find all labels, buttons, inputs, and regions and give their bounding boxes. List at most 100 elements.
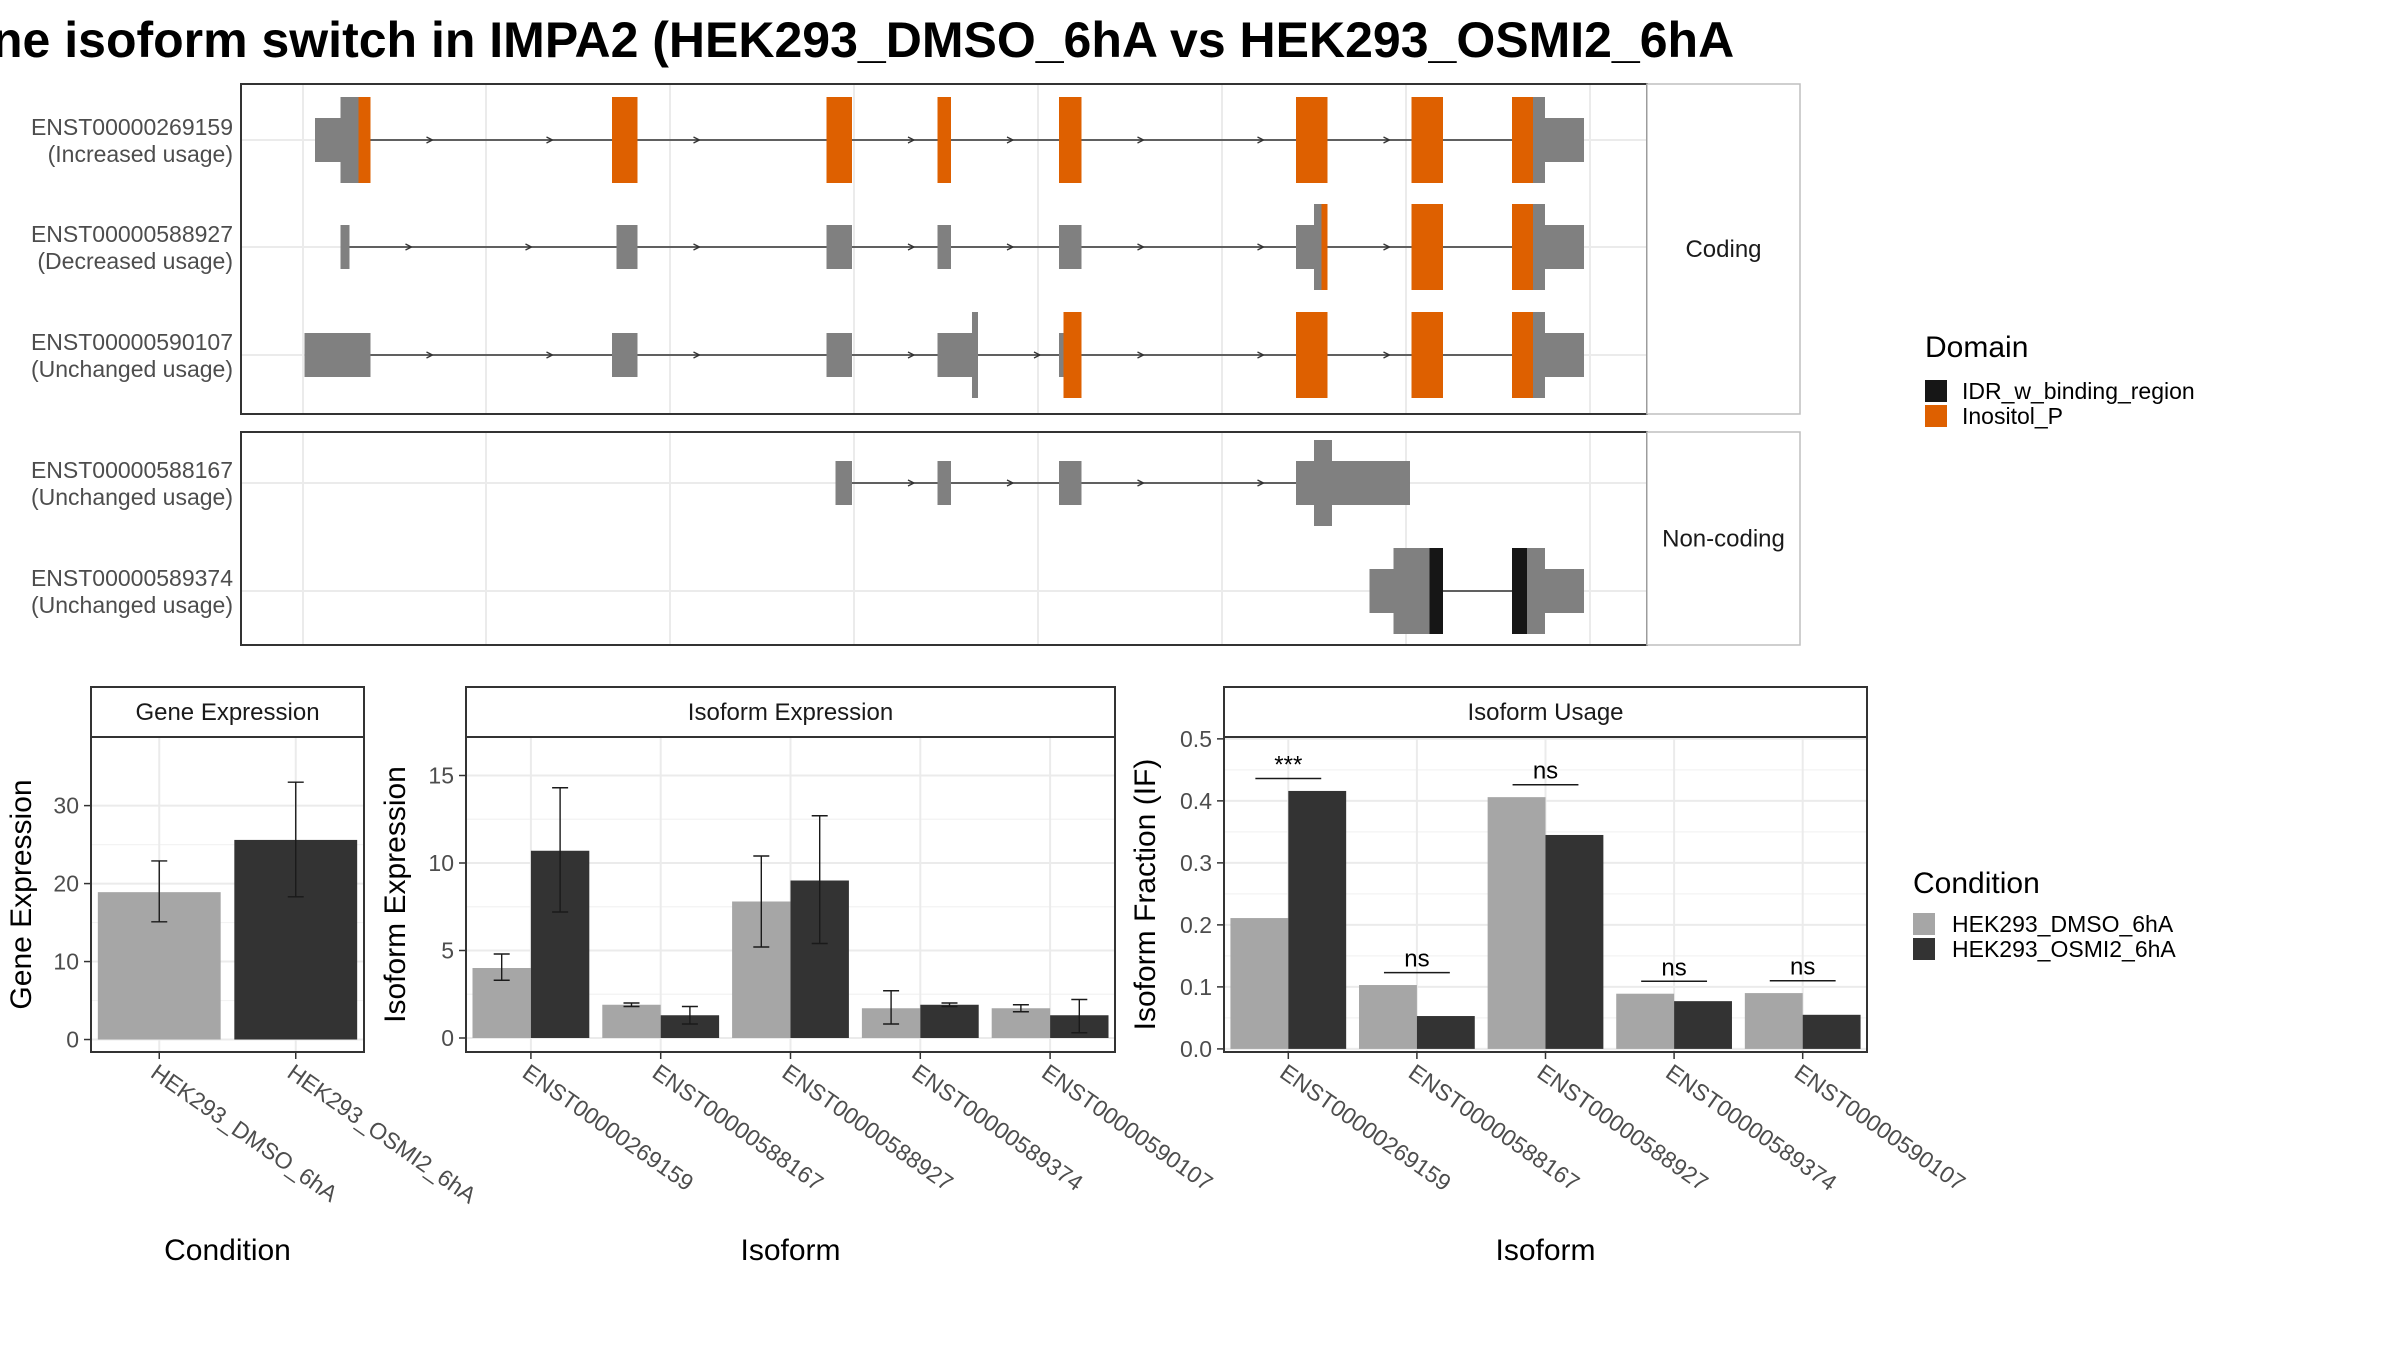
exon xyxy=(1533,312,1545,398)
exon xyxy=(304,333,371,377)
exon xyxy=(1296,225,1314,269)
bar xyxy=(1359,985,1417,1049)
significance-label: ns xyxy=(1661,954,1686,981)
y-tick-label: 15 xyxy=(428,763,454,789)
x-axis-title: Isoform xyxy=(1495,1234,1595,1267)
exon xyxy=(1059,333,1064,377)
domain-legend-label: Inositol_P xyxy=(1962,403,2063,429)
exon xyxy=(1533,97,1545,183)
intron-arrow xyxy=(907,351,916,359)
facet-strip xyxy=(1646,83,1801,415)
domain-exon xyxy=(1321,204,1328,290)
intron-arrow xyxy=(546,351,554,359)
bar xyxy=(660,1015,720,1038)
transcript-usage: (Unchanged usage) xyxy=(31,484,233,510)
bar xyxy=(991,1008,1051,1038)
condition-legend-title: Condition xyxy=(1913,867,2040,900)
domain-exon xyxy=(1512,548,1527,634)
chart-title: Isoform Expression xyxy=(688,699,893,726)
exon xyxy=(826,225,852,269)
exon xyxy=(616,225,638,269)
domain-exon xyxy=(612,97,638,183)
domain-legend-title: Domain xyxy=(1925,331,2028,364)
x-axis-title: Condition xyxy=(164,1234,291,1267)
domain-exon xyxy=(1429,548,1443,634)
chart-title: Gene Expression xyxy=(135,699,319,726)
intron-arrow xyxy=(1006,479,1015,487)
transcript-id: ENST00000588927 xyxy=(31,221,233,247)
transcript-usage: (Increased usage) xyxy=(48,141,233,167)
intron-arrow xyxy=(546,136,554,144)
domain-exon xyxy=(1512,312,1533,398)
exon xyxy=(937,461,951,505)
exon xyxy=(1314,204,1322,290)
significance-label: ns xyxy=(1533,758,1558,785)
intron-arrow xyxy=(1257,479,1265,487)
y-tick-label: 0 xyxy=(441,1025,454,1051)
facet-label: Non-coding xyxy=(1662,526,1785,553)
domain-exon xyxy=(1411,204,1443,290)
y-tick-label: 0.3 xyxy=(1180,850,1212,876)
bar xyxy=(1674,1001,1732,1049)
intron-arrow xyxy=(405,243,413,251)
condition-legend-key xyxy=(1913,938,1935,960)
exon xyxy=(937,225,951,269)
chart-title-strip xyxy=(1223,686,1868,738)
exon xyxy=(1393,548,1430,634)
exon xyxy=(1059,225,1082,269)
y-tick-label: 0.4 xyxy=(1180,788,1212,814)
domain-exon xyxy=(1411,312,1443,398)
intron-arrow xyxy=(1257,351,1265,359)
exon xyxy=(1545,569,1584,613)
facet-label: Coding xyxy=(1685,236,1761,263)
transcript-usage: (Unchanged usage) xyxy=(31,592,233,618)
domain-exon xyxy=(826,97,852,183)
intron-arrow xyxy=(1137,351,1145,359)
significance-label: ns xyxy=(1404,946,1429,973)
y-axis-title: Gene Expression xyxy=(5,779,38,1009)
significance-label: ns xyxy=(1790,954,1815,981)
exon xyxy=(612,333,638,377)
y-tick-label: 0.2 xyxy=(1180,912,1212,938)
domain-exon xyxy=(1512,204,1533,290)
y-tick-label: 10 xyxy=(53,949,79,975)
y-tick-label: 0.0 xyxy=(1180,1036,1212,1062)
domain-legend-key xyxy=(1925,405,1947,427)
y-tick-label: 5 xyxy=(441,938,454,964)
condition-legend-label: HEK293_OSMI2_6hA xyxy=(1952,936,2176,962)
y-tick-label: 20 xyxy=(53,871,79,897)
bar xyxy=(1616,993,1675,1049)
y-tick-label: 30 xyxy=(53,793,79,819)
domain-exon xyxy=(937,97,951,183)
transcript-id: ENST00000589374 xyxy=(31,565,233,591)
intron-arrow xyxy=(1137,136,1145,144)
chart-title: Isoform Usage xyxy=(1467,699,1623,726)
intron-arrow xyxy=(693,351,701,359)
exon xyxy=(826,333,852,377)
isoform-usage-chart: Isoform Usage *** ns ns ns ns 0.0 0.1 0.2 0.3 0.4 0… xyxy=(1129,686,1970,1267)
y-axis-title: Isoform Expression xyxy=(379,766,412,1023)
intron-arrow xyxy=(1383,243,1391,251)
y-axis-title: Isoform Fraction (IF) xyxy=(1129,759,1162,1031)
domain-exon xyxy=(1296,97,1328,183)
domain-exon xyxy=(358,97,371,183)
plot-border xyxy=(90,736,365,1053)
intron-arrow xyxy=(693,243,701,251)
bar xyxy=(1545,834,1604,1049)
transcript-usage: (Unchanged usage) xyxy=(31,356,233,382)
exon xyxy=(1296,461,1410,505)
intron-arrow xyxy=(1006,136,1015,144)
chart-title-strip xyxy=(465,686,1116,738)
intron-arrow xyxy=(525,243,533,251)
exon xyxy=(1533,204,1545,290)
transcript-id: ENST00000588167 xyxy=(31,457,233,483)
domain-legend-key xyxy=(1925,380,1947,402)
intron-arrow xyxy=(907,243,916,251)
exon xyxy=(340,225,350,269)
domain-exon xyxy=(1512,97,1533,183)
y-tick-label: 0 xyxy=(66,1027,79,1053)
domain-exon xyxy=(1059,97,1082,183)
bar xyxy=(1802,1014,1861,1049)
intron-arrow xyxy=(1383,351,1391,359)
